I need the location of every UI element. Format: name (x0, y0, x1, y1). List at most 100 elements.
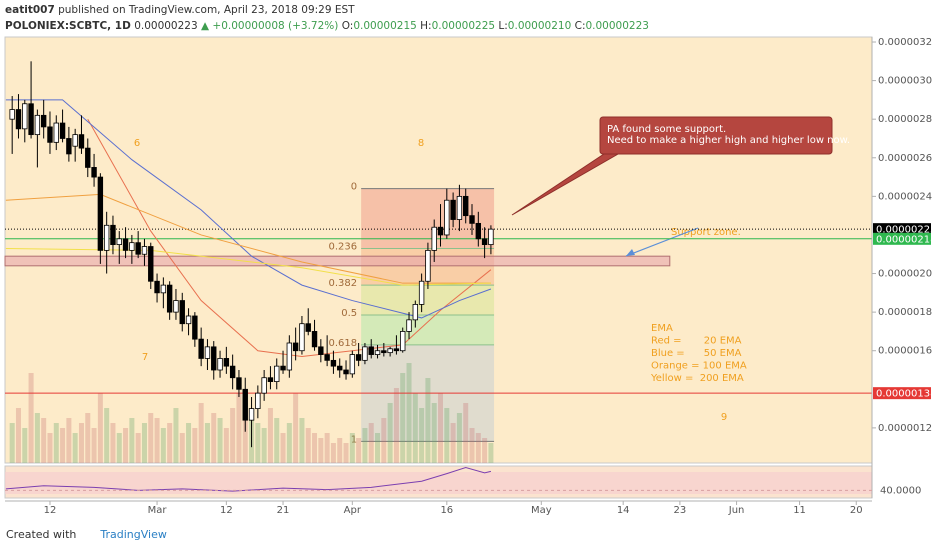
x-tick-label: 21 (277, 505, 290, 516)
candle-body (311, 331, 318, 348)
volume-bar (330, 443, 336, 463)
support-arrow (625, 227, 699, 257)
candle-body (475, 222, 482, 240)
volume-bar (72, 433, 78, 463)
volume-bar (22, 428, 28, 463)
volume-bar (204, 423, 210, 463)
ema-legend: EMA (651, 323, 673, 334)
volume-bar (104, 408, 110, 463)
volume-bar (482, 438, 488, 463)
x-tick-label: May (531, 505, 552, 516)
volume-bar (34, 413, 40, 463)
candle-body (488, 228, 494, 245)
fib-zone (361, 285, 495, 316)
volume-bar (217, 418, 223, 463)
x-tick-label: 14 (617, 505, 630, 516)
published: published on TradingView.com, April 23, … (58, 4, 355, 16)
candle-body (418, 280, 425, 305)
ema-line (5, 193, 491, 284)
rsi-tick-label: 40.0000 (880, 485, 921, 496)
chart: 0 0.236 0.382 0.5 0.618 1 Support zone. 0.00000… (4, 36, 932, 516)
volume-bar (419, 408, 425, 463)
candle-body (362, 346, 368, 361)
candle-body (355, 354, 362, 361)
volume-bar (349, 433, 355, 463)
volume-bar (85, 413, 91, 463)
candle-body (255, 392, 261, 409)
candle-body (343, 369, 349, 375)
candle-body (374, 350, 381, 355)
volume-bar (337, 438, 343, 463)
candle-body (318, 346, 324, 355)
ema-legend: Blue = 50 EMA (651, 348, 742, 359)
candle-body (9, 109, 15, 120)
volume-bar (9, 423, 15, 463)
x-tick-label: 11 (793, 505, 806, 516)
x-tick-label: 16 (440, 505, 453, 516)
price-label: 0.00000138 (876, 389, 932, 400)
rsi-line (5, 467, 492, 492)
volume-bar (425, 378, 431, 463)
candle-body (400, 331, 406, 352)
rsi-band (5, 472, 872, 494)
ohlc-value: 0.00000225 (431, 20, 496, 32)
volume-bar (312, 433, 318, 463)
volume-bar (160, 428, 166, 463)
volume-bar (60, 428, 66, 463)
ema-legend: Red = 20 EMA (651, 336, 742, 347)
candle-body (148, 246, 154, 282)
candle-body (122, 238, 129, 251)
candle-body (59, 122, 66, 139)
candle-body (299, 323, 305, 352)
candle-body (229, 365, 236, 379)
fib-label: 0.236 (329, 241, 358, 252)
candle-body (368, 346, 374, 355)
candle-body (236, 377, 242, 390)
ema-line (87, 118, 492, 358)
candle-body (141, 246, 148, 255)
candle-body (248, 408, 255, 421)
candle-body (444, 199, 450, 236)
volume-bar (387, 403, 393, 463)
candle-body (324, 354, 330, 361)
candle-body (47, 126, 53, 143)
volume-bar (286, 423, 292, 463)
candle-body (242, 388, 248, 421)
volume-bar (173, 408, 179, 463)
candle-body (160, 284, 167, 294)
candle-body (274, 365, 280, 382)
candle-body (103, 224, 110, 251)
volume-bar (198, 403, 204, 463)
callout-text: Need to make a higher high and higher lo… (607, 135, 850, 146)
volume-bar (91, 428, 97, 463)
x-tick-label: 23 (674, 505, 687, 516)
volume-bar (242, 403, 248, 463)
price-label-box (873, 223, 931, 236)
x-tick-label: 12 (44, 505, 57, 516)
candle-body (437, 226, 444, 236)
volume-bar (148, 413, 154, 463)
volume-bar (66, 418, 72, 463)
candle-body (286, 342, 293, 371)
candle-body (66, 138, 72, 155)
x-tick-label: Jun (728, 505, 745, 516)
candle-body (387, 348, 393, 354)
candle-body (154, 280, 160, 294)
volume-bar (211, 413, 217, 463)
volume-bar (255, 423, 261, 463)
x-tick-label: Apr (344, 505, 362, 516)
x-tick-label: 12 (220, 505, 233, 516)
candle-body (166, 284, 173, 313)
volume-bar (116, 433, 122, 463)
volume-bar (431, 403, 437, 463)
volume-bar (41, 418, 47, 463)
volume-bar (236, 393, 242, 463)
ohlc-value: 0.00000210 (507, 20, 572, 32)
last-price: 0.00000223 (134, 20, 198, 32)
volume-bar (78, 423, 84, 463)
candle-body (349, 354, 356, 375)
